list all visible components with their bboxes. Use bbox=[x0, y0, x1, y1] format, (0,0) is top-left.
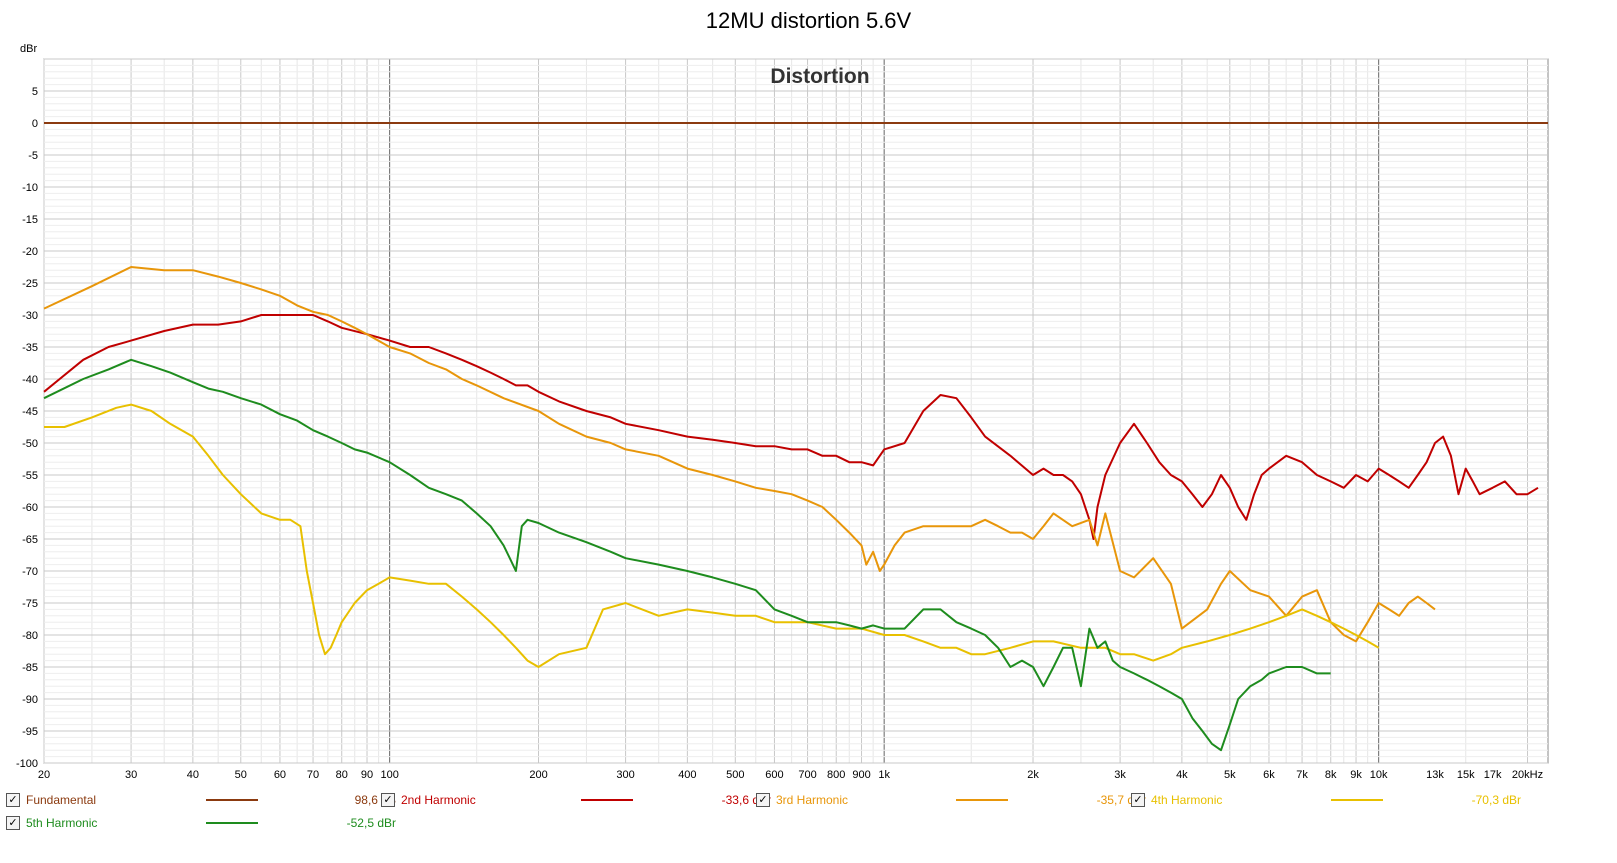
y-tick-label: -70 bbox=[22, 566, 38, 578]
legend-swatch bbox=[581, 799, 633, 801]
legend-item-4th-harmonic: ✓ 4th Harmonic -70,3 dBr bbox=[1131, 793, 1521, 809]
x-tick-label: 7k bbox=[1296, 769, 1308, 781]
x-tick-label: 5k bbox=[1224, 769, 1236, 781]
legend-value: -33,6 dBr bbox=[721, 793, 771, 807]
series-line-4th-harmonic bbox=[44, 403, 1380, 668]
x-tick-label: 200 bbox=[529, 769, 547, 781]
y-tick-label: -45 bbox=[22, 406, 38, 418]
x-tick-label: 600 bbox=[765, 769, 783, 781]
y-tick-label: 5 bbox=[32, 86, 38, 98]
legend-swatch bbox=[956, 799, 1008, 801]
x-tick-label: 8k bbox=[1325, 769, 1337, 781]
x-tick-label: 700 bbox=[798, 769, 816, 781]
legend-value: -52,5 dBr bbox=[346, 816, 396, 830]
y-tick-label: -65 bbox=[22, 534, 38, 546]
legend-label: Fundamental bbox=[26, 793, 97, 807]
x-tick-label: 800 bbox=[827, 769, 845, 781]
grid bbox=[43, 58, 1549, 764]
legend-item-5th-harmonic: ✓ 5th Harmonic -52,5 dBr bbox=[6, 816, 396, 832]
x-tick-label: 2k bbox=[1027, 769, 1039, 781]
legend-label: 5th Harmonic bbox=[26, 816, 98, 830]
y-tick-label: -85 bbox=[22, 662, 38, 674]
y-tick-label: -55 bbox=[22, 470, 38, 482]
legend-label: 2nd Harmonic bbox=[401, 793, 476, 807]
axis-labels: 50-5-10-15-20-25-30-35-40-45-50-55-60-65… bbox=[16, 86, 1543, 781]
y-tick-label: -100 bbox=[16, 758, 38, 770]
x-tick-label: 3k bbox=[1114, 769, 1126, 781]
legend-swatch bbox=[1331, 799, 1383, 801]
legend-value: -35,7 dBr bbox=[1096, 793, 1146, 807]
x-tick-label: 15k bbox=[1457, 769, 1475, 781]
legend: ✓ Fundamental 98,6 dB ✓ 2nd Harmonic -33,6 dB… bbox=[0, 793, 1617, 863]
inner-title: Distortion bbox=[770, 65, 869, 88]
y-tick-label: -10 bbox=[22, 182, 38, 194]
y-tick-label: -35 bbox=[22, 342, 38, 354]
y-tick-label: -30 bbox=[22, 310, 38, 322]
legend-item-3rd-harmonic: ✓ 3rd Harmonic -35,7 dBr bbox=[756, 793, 1146, 809]
x-tick-label: 90 bbox=[361, 769, 373, 781]
x-tick-label: 1k bbox=[878, 769, 890, 781]
legend-value: 98,6 dB bbox=[354, 793, 396, 807]
x-tick-label: 60 bbox=[274, 769, 286, 781]
x-tick-label: 400 bbox=[678, 769, 696, 781]
x-tick-label: 17k bbox=[1484, 769, 1502, 781]
x-tick-label: 900 bbox=[852, 769, 870, 781]
x-tick-label: 6k bbox=[1263, 769, 1275, 781]
x-tick-label: 70 bbox=[307, 769, 319, 781]
y-tick-label: -60 bbox=[22, 502, 38, 514]
y-tick-label: -75 bbox=[22, 598, 38, 610]
y-tick-label: -40 bbox=[22, 374, 38, 386]
legend-label: 4th Harmonic bbox=[1151, 793, 1223, 807]
x-tick-label: 50 bbox=[235, 769, 247, 781]
checkbox-2nd-harmonic[interactable]: ✓ bbox=[381, 793, 395, 807]
x-tick-label: 100 bbox=[380, 769, 398, 781]
chart-title: 12MU distortion 5.6V bbox=[705, 8, 912, 33]
x-tick-label: 30 bbox=[125, 769, 137, 781]
x-tick-label: 500 bbox=[726, 769, 744, 781]
series-line-5th-harmonic bbox=[43, 358, 1331, 752]
checkbox-4th-harmonic[interactable]: ✓ bbox=[1131, 793, 1145, 807]
x-tick-label: 9k bbox=[1350, 769, 1362, 781]
x-tick-label: 4k bbox=[1176, 769, 1188, 781]
y-tick-label: -15 bbox=[22, 214, 38, 226]
checkbox-3rd-harmonic[interactable]: ✓ bbox=[756, 793, 770, 807]
y-tick-label: -90 bbox=[22, 694, 38, 706]
series-line-2nd-harmonic bbox=[43, 314, 1539, 540]
y-tick-label: -5 bbox=[28, 150, 38, 162]
x-tick-label: 300 bbox=[616, 769, 634, 781]
y-tick-label: -25 bbox=[22, 278, 38, 290]
y-axis-label: dBr bbox=[20, 43, 37, 55]
series-lines bbox=[43, 122, 1548, 752]
legend-swatch bbox=[206, 822, 258, 824]
legend-label: 3rd Harmonic bbox=[776, 793, 849, 807]
checkbox-5th-harmonic[interactable]: ✓ bbox=[6, 816, 20, 830]
x-tick-label: 20 bbox=[38, 769, 50, 781]
legend-swatch bbox=[206, 799, 258, 801]
x-tick-label: 40 bbox=[187, 769, 199, 781]
y-tick-label: -50 bbox=[22, 438, 38, 450]
y-tick-label: 0 bbox=[32, 118, 38, 130]
x-tick-label: 10k bbox=[1370, 769, 1388, 781]
checkbox-fundamental[interactable]: ✓ bbox=[6, 793, 20, 807]
series-line-3rd-harmonic bbox=[43, 266, 1436, 643]
legend-item-fundamental: ✓ Fundamental 98,6 dB bbox=[6, 793, 396, 809]
y-tick-label: -20 bbox=[22, 246, 38, 258]
y-tick-label: -95 bbox=[22, 726, 38, 738]
x-tick-label: 13k bbox=[1426, 769, 1444, 781]
y-tick-label: -80 bbox=[22, 630, 38, 642]
x-tick-label: 20kHz bbox=[1512, 769, 1543, 781]
legend-item-2nd-harmonic: ✓ 2nd Harmonic -33,6 dBr bbox=[381, 793, 771, 809]
x-tick-label: 80 bbox=[336, 769, 348, 781]
legend-value: -70,3 dBr bbox=[1471, 793, 1521, 807]
plot-area: 50-5-10-15-20-25-30-35-40-45-50-55-60-65… bbox=[16, 43, 1549, 781]
